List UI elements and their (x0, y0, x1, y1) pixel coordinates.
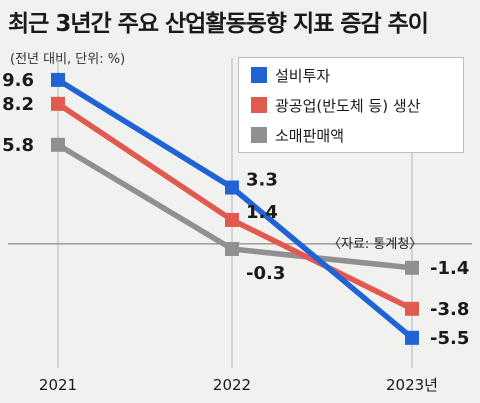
data-label-series-0-point-0: 9.6 (2, 70, 34, 91)
legend-label-industrial-production: 광공업(반도체 등) 생산 (275, 96, 421, 115)
legend-swatch-retail-sales (251, 127, 267, 143)
data-label-series-1-point-1: 1.4 (246, 202, 278, 223)
source-note: 〈자료: 통계청〉 (328, 237, 423, 252)
series-1-marker-0 (51, 96, 65, 111)
x-tick-label-2: 2023년 (386, 376, 438, 394)
series-2-marker-1 (225, 242, 239, 257)
legend-label-retail-sales: 소매판매액 (275, 126, 345, 145)
series-0-marker-0 (51, 72, 65, 87)
unit-note: (전년 대비, 단위: %) (10, 52, 126, 67)
data-label-series-2-point-1: -0.3 (246, 263, 285, 284)
data-label-series-2-point-0: 5.8 (2, 135, 34, 156)
data-label-series-0-point-1: 3.3 (246, 170, 278, 191)
series-0-marker-1 (225, 180, 239, 195)
data-label-series-1-point-0: 8.2 (2, 94, 34, 115)
data-label-series-2-point-2: -1.4 (430, 258, 469, 279)
legend-label-equipment-investment: 설비투자 (275, 66, 331, 85)
legend-item-industrial-production: 광공업(반도체 등) 생산 (251, 94, 420, 116)
legend: 설비투자 광공업(반도체 등) 생산 소매판매액 (238, 57, 464, 153)
legend-item-equipment-investment: 설비투자 (251, 64, 330, 86)
series-1-marker-2 (405, 301, 419, 316)
series-2-marker-2 (405, 260, 419, 275)
series-2-marker-0 (51, 137, 65, 152)
data-label-series-0-point-2: -5.5 (430, 328, 469, 349)
series-1-marker-1 (225, 212, 239, 227)
legend-swatch-equipment-investment (251, 67, 267, 83)
series-0-marker-2 (405, 330, 419, 345)
legend-swatch-industrial-production (251, 97, 267, 113)
x-tick-label-0: 2021 (39, 376, 77, 394)
legend-item-retail-sales: 소매판매액 (251, 124, 344, 146)
data-label-series-1-point-2: -3.8 (430, 299, 469, 320)
chart-title: 최근 3년간 주요 산업활동동향 지표 증감 추이 (8, 11, 429, 37)
x-tick-label-1: 2022 (213, 376, 251, 394)
